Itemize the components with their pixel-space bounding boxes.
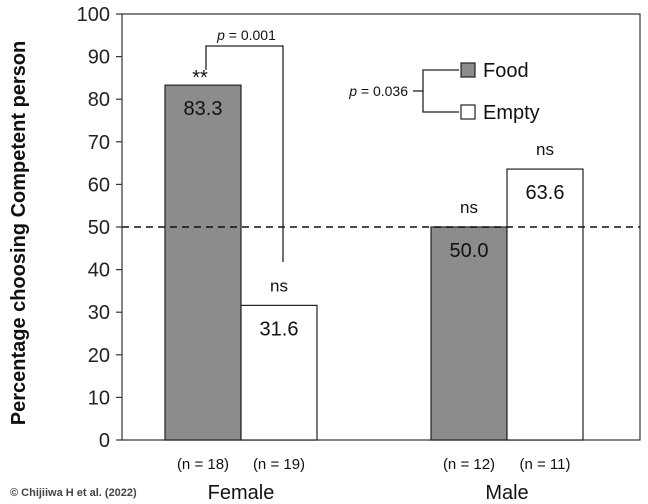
y-tick-label: 80 [88, 89, 110, 111]
significance-male-empty: ns [536, 140, 554, 159]
legend: p = 0.036 Food Empty [348, 60, 539, 124]
significance-female-food: ** [192, 67, 208, 89]
n-label-male-food: (n = 12) [443, 456, 495, 473]
p-symbol: p [348, 83, 357, 99]
y-tick-label: 30 [88, 302, 110, 324]
legend-label-empty: Empty [483, 102, 540, 124]
y-tick-label: 10 [88, 387, 110, 409]
image-credit: © Chijiiwa H et al. (2022) [10, 487, 137, 499]
y-tick-label: 50 [88, 217, 110, 239]
legend-bracket [422, 69, 459, 113]
bar-female-empty [240, 304, 318, 441]
annotations: 83.3 ** 31.6 ns 50.0 ns 63.6 ns p = 0.001 [184, 27, 565, 340]
y-axis: 0 10 20 30 40 50 60 70 80 90 100 Percentage choosin… [8, 4, 641, 452]
p-value: = 0.036 [357, 83, 408, 99]
y-tick-label: 90 [88, 47, 110, 69]
significance-male-food: ns [460, 198, 478, 217]
y-tick-label: 40 [88, 260, 110, 282]
comparison-pvalue-legend: p = 0.036 [348, 83, 408, 99]
n-label-female-food: (n = 18) [177, 456, 229, 473]
significance-female-empty: ns [270, 276, 288, 295]
x-axis: (n = 18) (n = 19) Female (n = 12) (n = 11) Ma… [177, 456, 571, 504]
value-label-male-empty: 63.6 [526, 182, 565, 204]
y-tick-label: 60 [88, 174, 110, 196]
bars [122, 84, 640, 441]
category-label-female: Female [208, 482, 275, 504]
value-label-female-food: 83.3 [184, 98, 223, 120]
y-tick-label: 0 [99, 430, 110, 452]
p-symbol: p [216, 27, 225, 43]
y-tick-label: 70 [88, 132, 110, 154]
bar-male-empty [506, 168, 584, 441]
p-value: = 0.001 [225, 27, 276, 43]
y-axis-label: Percentage choosing Competent person [8, 41, 30, 426]
comparison-bracket-female [205, 45, 284, 262]
legend-swatch-food [460, 62, 476, 78]
legend-swatch-empty [460, 104, 476, 120]
bar-female-food [164, 84, 242, 441]
category-label-male: Male [485, 482, 528, 504]
value-label-female-empty: 31.6 [260, 318, 299, 340]
legend-label-food: Food [483, 60, 529, 82]
n-label-male-empty: (n = 11) [520, 456, 571, 473]
comparison-pvalue-female: p = 0.001 [216, 27, 276, 43]
n-label-female-empty: (n = 19) [253, 456, 305, 473]
value-label-male-food: 50.0 [450, 240, 489, 262]
y-tick-label: 20 [88, 345, 110, 367]
y-tick-label: 100 [77, 4, 110, 26]
